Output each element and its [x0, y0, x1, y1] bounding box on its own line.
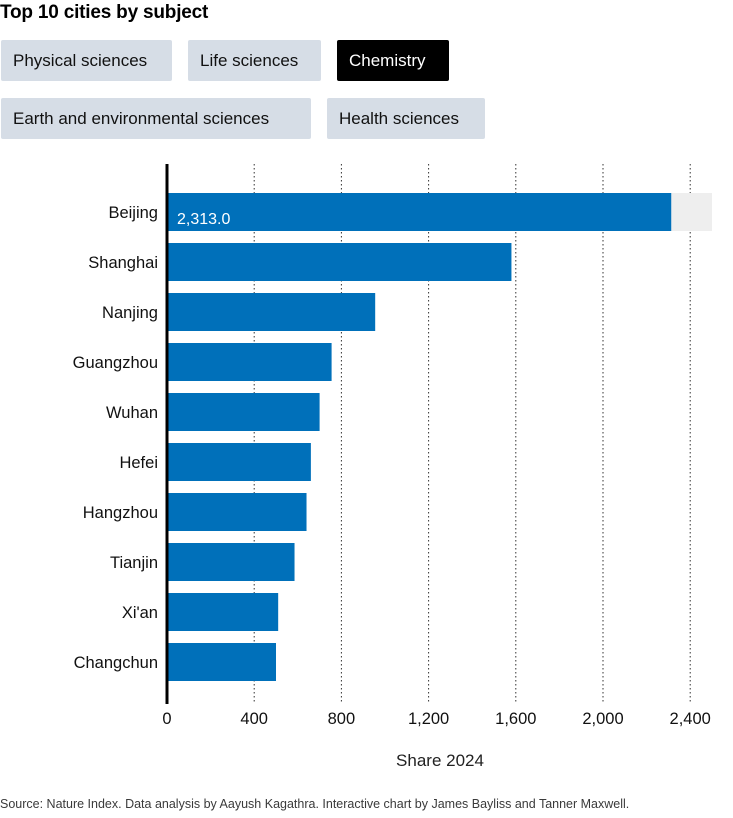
- x-tick-label: 1,600: [495, 710, 536, 728]
- category-label: Shanghai: [88, 254, 158, 272]
- bar-chart: Beijing Shanghai Nanjing Guangzhou Wuhan Hefe…: [73, 164, 712, 770]
- category-label: Nanjing: [102, 304, 158, 322]
- category-label: Wuhan: [106, 404, 158, 422]
- tab-life-sciences[interactable]: Life sciences: [188, 40, 321, 81]
- source-note: Source: Nature Index. Data analysis by A…: [0, 797, 630, 811]
- tab-physical-sciences[interactable]: Physical sciences: [1, 40, 172, 81]
- bar: [167, 193, 672, 231]
- bar: [167, 593, 279, 631]
- category-label: Beijing: [108, 204, 158, 222]
- x-tick-label: 2,000: [582, 710, 623, 728]
- bar: [167, 243, 512, 281]
- tab-health-sciences[interactable]: Health sciences: [327, 98, 485, 139]
- data-label: 2,313.0: [177, 211, 230, 228]
- bar: [167, 443, 311, 481]
- x-tick-label: 800: [328, 710, 356, 728]
- bar: [167, 543, 295, 581]
- bar: [167, 493, 307, 531]
- category-label: Hangzhou: [83, 504, 158, 522]
- bar: [167, 293, 376, 331]
- x-tick-label: 1,200: [408, 710, 449, 728]
- bar: [167, 643, 276, 681]
- tab-earth-environmental-sciences[interactable]: Earth and environmental sciences: [1, 98, 311, 139]
- x-axis-title: Share 2024: [396, 751, 484, 770]
- bar: [167, 393, 320, 431]
- category-label: Tianjin: [110, 554, 158, 572]
- category-label: Hefei: [119, 454, 158, 472]
- category-label: Guangzhou: [73, 354, 158, 372]
- bar: [167, 343, 332, 381]
- category-label: Changchun: [74, 654, 158, 672]
- category-label: Xi'an: [122, 604, 158, 622]
- chart-title: Top 10 cities by subject: [0, 2, 209, 23]
- x-tick-label: 2,400: [670, 710, 711, 728]
- tab-chemistry[interactable]: Chemistry: [337, 40, 449, 81]
- x-tick-label: 400: [240, 710, 268, 728]
- x-tick-label: 0: [162, 710, 171, 728]
